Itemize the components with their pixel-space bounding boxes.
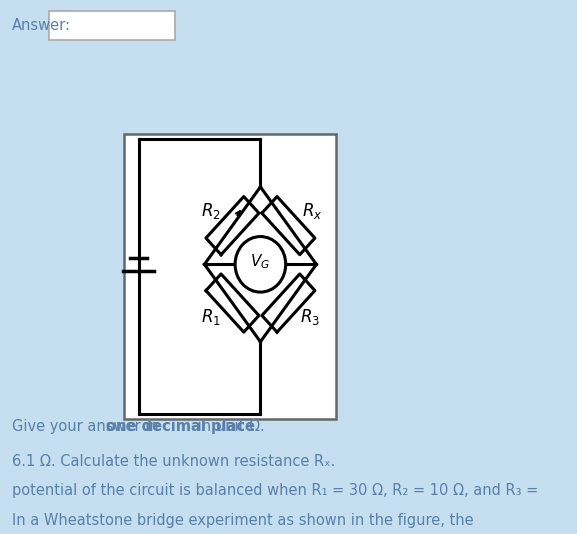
Text: $R_x$: $R_x$: [302, 201, 323, 221]
Text: potential of the circuit is balanced when R₁ = 30 Ω, R₂ = 10 Ω, and R₃ =: potential of the circuit is balanced whe…: [12, 483, 538, 498]
Circle shape: [235, 237, 286, 292]
Text: one decimal place: one decimal place: [106, 419, 255, 434]
Text: $R_2$: $R_2$: [201, 201, 220, 221]
Text: Answer:: Answer:: [12, 18, 71, 33]
Text: $V_G$: $V_G$: [250, 252, 271, 271]
Bar: [124, 134, 336, 419]
Text: $R_1$: $R_1$: [201, 308, 220, 327]
Text: In a Wheatstone bridge experiment as shown in the figure, the: In a Wheatstone bridge experiment as sho…: [12, 513, 474, 528]
Text: $R_3$: $R_3$: [300, 308, 320, 327]
Bar: [48, 11, 175, 40]
Text: in unit Ω.: in unit Ω.: [193, 419, 264, 434]
Text: Give your answer in: Give your answer in: [12, 419, 163, 434]
Text: 6.1 Ω. Calculate the unknown resistance Rₓ.: 6.1 Ω. Calculate the unknown resistance …: [12, 454, 336, 469]
